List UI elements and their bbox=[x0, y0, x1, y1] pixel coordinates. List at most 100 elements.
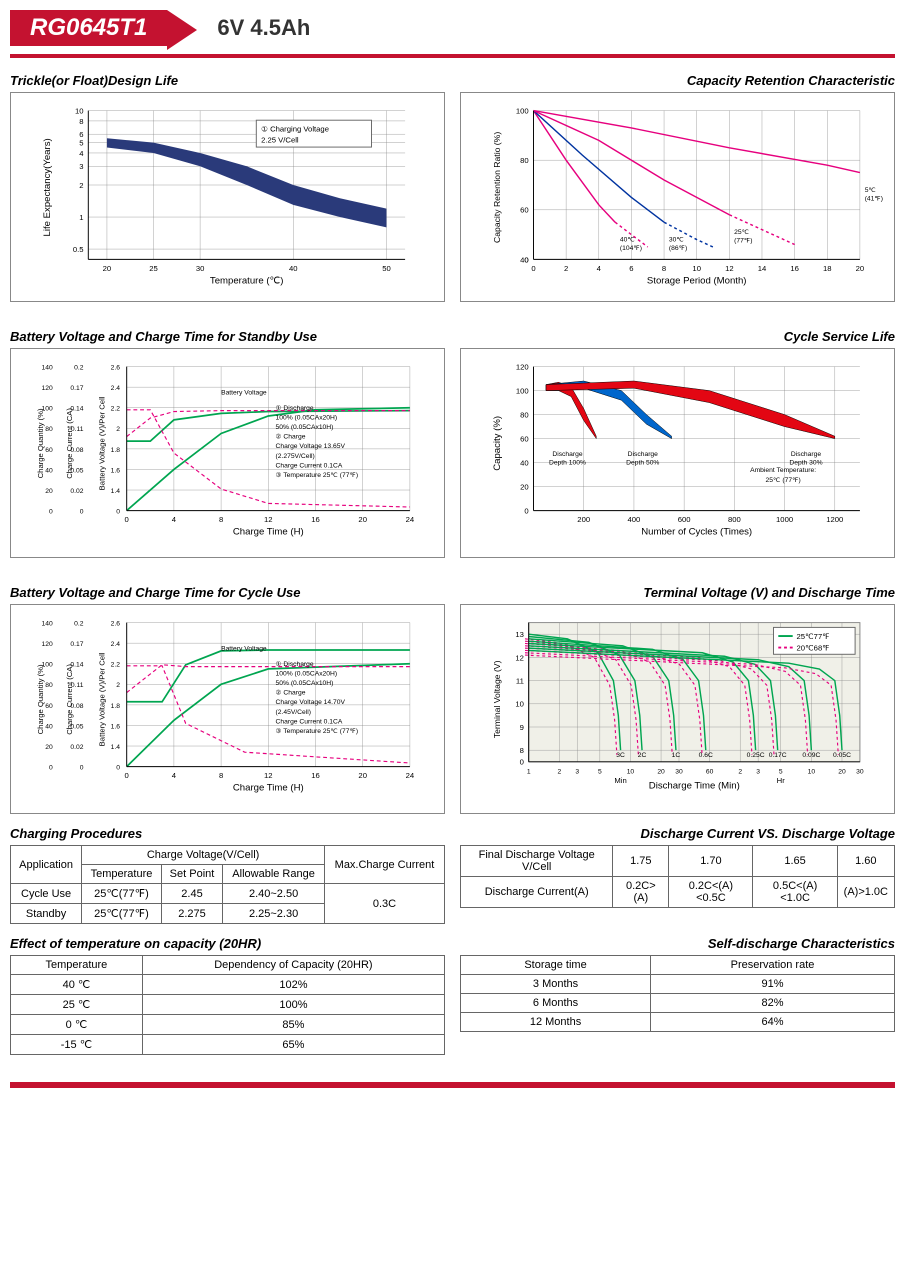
svg-text:0: 0 bbox=[80, 764, 84, 771]
svg-text:2: 2 bbox=[116, 682, 120, 689]
svg-text:Charge Time (H): Charge Time (H) bbox=[233, 527, 304, 538]
svg-text:20: 20 bbox=[358, 771, 367, 780]
svg-text:80: 80 bbox=[45, 426, 53, 433]
svg-text:(2.275V/Cell): (2.275V/Cell) bbox=[276, 453, 315, 460]
svg-text:18: 18 bbox=[823, 264, 832, 273]
svg-text:5: 5 bbox=[79, 139, 83, 148]
svg-text:100% (0.05CAx20H): 100% (0.05CAx20H) bbox=[276, 414, 338, 421]
svg-text:(2.45V/Cell): (2.45V/Cell) bbox=[276, 709, 311, 716]
svg-text:50% (0.05CAx10H): 50% (0.05CAx10H) bbox=[276, 680, 334, 687]
svg-text:600: 600 bbox=[678, 515, 691, 524]
svg-text:Charge Quantity (%): Charge Quantity (%) bbox=[36, 408, 45, 478]
svg-text:5: 5 bbox=[598, 768, 602, 775]
svg-text:Battery Voltage (V)/Per Cell: Battery Voltage (V)/Per Cell bbox=[98, 652, 107, 746]
svg-text:8: 8 bbox=[520, 746, 524, 755]
svg-text:1C: 1C bbox=[672, 752, 681, 759]
svg-text:40℃: 40℃ bbox=[620, 236, 635, 243]
svg-text:1: 1 bbox=[527, 768, 531, 775]
svg-text:12: 12 bbox=[264, 515, 273, 524]
svg-text:20: 20 bbox=[45, 488, 53, 495]
svg-text:2: 2 bbox=[557, 768, 561, 775]
svg-text:25℃77℉: 25℃77℉ bbox=[797, 632, 831, 641]
svg-text:2.6: 2.6 bbox=[111, 364, 121, 371]
svg-text:2.6: 2.6 bbox=[111, 620, 121, 627]
svg-text:140: 140 bbox=[42, 364, 53, 371]
title-self: Self-discharge Characteristics bbox=[460, 936, 895, 951]
svg-text:2: 2 bbox=[79, 181, 83, 190]
svg-text:10: 10 bbox=[75, 106, 84, 115]
svg-text:4: 4 bbox=[172, 515, 177, 524]
svg-text:80: 80 bbox=[520, 410, 529, 419]
svg-text:Depth 100%: Depth 100% bbox=[549, 460, 586, 467]
svg-text:8: 8 bbox=[219, 771, 223, 780]
svg-text:8: 8 bbox=[219, 515, 223, 524]
svg-text:Hr: Hr bbox=[777, 776, 786, 785]
svg-text:Number of Cycles (Times): Number of Cycles (Times) bbox=[641, 527, 752, 538]
svg-text:2.25 V/Cell: 2.25 V/Cell bbox=[261, 135, 299, 144]
svg-text:0: 0 bbox=[524, 506, 528, 515]
svg-text:400: 400 bbox=[628, 515, 641, 524]
svg-text:Charge Current (CA): Charge Current (CA) bbox=[65, 664, 74, 735]
svg-text:Discharge Time (Min): Discharge Time (Min) bbox=[649, 781, 740, 792]
svg-text:25℃: 25℃ bbox=[734, 229, 749, 236]
svg-text:0: 0 bbox=[524, 255, 528, 264]
svg-text:1.4: 1.4 bbox=[111, 744, 121, 751]
svg-text:1: 1 bbox=[79, 213, 83, 222]
svg-text:25℃ (77℉): 25℃ (77℉) bbox=[765, 477, 800, 484]
svg-text:0: 0 bbox=[49, 764, 53, 771]
svg-text:② Charge: ② Charge bbox=[276, 433, 306, 441]
svg-text:0.05C: 0.05C bbox=[833, 752, 851, 759]
svg-text:1.6: 1.6 bbox=[111, 723, 121, 730]
svg-text:4: 4 bbox=[79, 149, 84, 158]
svg-text:Discharge: Discharge bbox=[628, 451, 659, 458]
title-standby: Battery Voltage and Charge Time for Stan… bbox=[10, 329, 445, 344]
svg-text:Charge Voltage 14.70V: Charge Voltage 14.70V bbox=[276, 699, 346, 706]
title-temp: Effect of temperature on capacity (20HR) bbox=[10, 936, 445, 951]
header-bar bbox=[10, 54, 895, 58]
chart-standby: Battery Voltage and Charge Time for Stan… bbox=[10, 329, 445, 558]
svg-text:20: 20 bbox=[45, 744, 53, 751]
svg-text:(104℉): (104℉) bbox=[620, 245, 642, 252]
svg-text:40: 40 bbox=[520, 458, 529, 467]
svg-text:0.5: 0.5 bbox=[73, 245, 84, 254]
svg-text:Battery Voltage: Battery Voltage bbox=[221, 646, 267, 653]
svg-text:30℃: 30℃ bbox=[669, 236, 684, 243]
svg-text:① Discharge: ① Discharge bbox=[276, 404, 314, 412]
svg-text:Charge Current (CA): Charge Current (CA) bbox=[65, 408, 74, 479]
svg-text:1200: 1200 bbox=[826, 515, 843, 524]
svg-text:16: 16 bbox=[311, 515, 320, 524]
svg-text:80: 80 bbox=[45, 682, 53, 689]
svg-text:30: 30 bbox=[675, 768, 683, 775]
svg-text:0: 0 bbox=[116, 508, 120, 515]
title-retention: Capacity Retention Characteristic bbox=[460, 73, 895, 88]
svg-text:0.17: 0.17 bbox=[70, 385, 83, 392]
svg-text:(77℉): (77℉) bbox=[734, 238, 752, 245]
svg-text:100: 100 bbox=[516, 386, 529, 395]
svg-text:8: 8 bbox=[662, 264, 666, 273]
svg-text:10: 10 bbox=[692, 264, 701, 273]
header: RG0645T1 6V 4.5Ah bbox=[10, 10, 895, 46]
svg-text:2.2: 2.2 bbox=[111, 662, 121, 669]
chart-cycle-use: Battery Voltage and Charge Time for Cycl… bbox=[10, 585, 445, 814]
svg-text:0.09C: 0.09C bbox=[802, 752, 820, 759]
svg-text:0.6C: 0.6C bbox=[699, 752, 713, 759]
chart-terminal: Terminal Voltage (V) and Discharge Time … bbox=[460, 585, 895, 814]
svg-text:40: 40 bbox=[45, 723, 53, 730]
chart-retention: Capacity Retention Characteristic 024681… bbox=[460, 73, 895, 302]
svg-text:12: 12 bbox=[515, 653, 524, 662]
svg-text:16: 16 bbox=[790, 264, 799, 273]
chart-cycle-life: Cycle Service Life 200400600800100012000… bbox=[460, 329, 895, 558]
svg-text:14: 14 bbox=[758, 264, 767, 273]
svg-text:100: 100 bbox=[516, 106, 529, 115]
svg-text:Charge Quantity (%): Charge Quantity (%) bbox=[36, 664, 45, 734]
svg-text:20: 20 bbox=[520, 482, 529, 491]
svg-text:2.2: 2.2 bbox=[111, 406, 121, 413]
svg-text:20: 20 bbox=[358, 515, 367, 524]
svg-text:80: 80 bbox=[520, 156, 529, 165]
svg-text:Min: Min bbox=[614, 776, 626, 785]
svg-text:③ Temperature 25℃ (77℉): ③ Temperature 25℃ (77℉) bbox=[276, 727, 359, 735]
model-label: RG0645T1 bbox=[10, 10, 167, 46]
title-cycle-life: Cycle Service Life bbox=[460, 329, 895, 344]
svg-text:24: 24 bbox=[406, 771, 415, 780]
svg-text:(86℉): (86℉) bbox=[669, 245, 687, 252]
